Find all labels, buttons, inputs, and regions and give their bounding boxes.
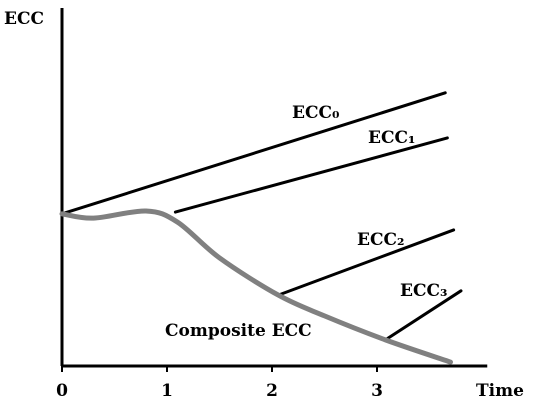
- x-axis-label: Time: [476, 381, 524, 401]
- series-label: Composite ECC: [165, 321, 312, 341]
- y-axis-label: ECC: [4, 9, 44, 29]
- series-label: ECC₂: [357, 230, 404, 250]
- series-line: [173, 136, 449, 214]
- x-tick-label: 0: [56, 381, 68, 401]
- series-line: [383, 289, 463, 342]
- x-tick-label: 1: [161, 381, 173, 401]
- series-label: ECC₁: [368, 128, 415, 148]
- series-line: [60, 91, 447, 216]
- series-line: [276, 228, 456, 297]
- x-tick-label: 3: [371, 381, 383, 401]
- series-line: [59, 208, 453, 365]
- series-label: ECC₃: [400, 281, 447, 301]
- series-label: ECC₀: [292, 103, 339, 123]
- x-tick-label: 2: [266, 381, 278, 401]
